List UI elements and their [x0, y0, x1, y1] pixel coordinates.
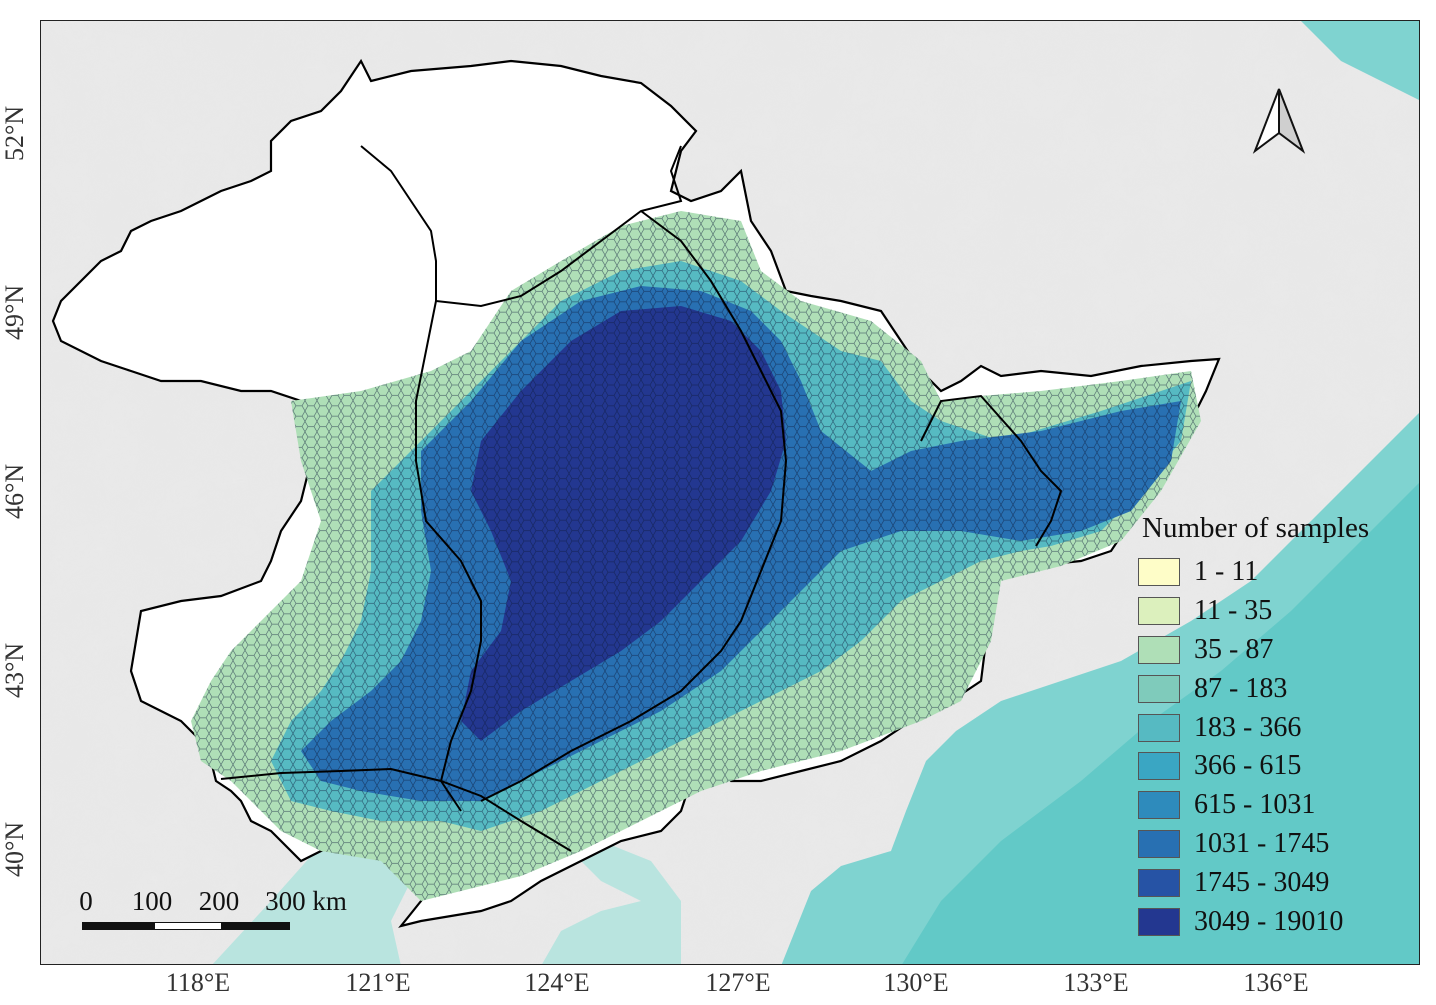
- legend-item: 11 - 35: [1138, 592, 1408, 631]
- legend-label: 1 - 11: [1194, 556, 1259, 588]
- north-arrow-icon: [1252, 88, 1306, 154]
- scale-label: 300 km: [265, 886, 347, 916]
- legend-label: 35 - 87: [1194, 633, 1274, 665]
- legend-label: 183 - 366: [1194, 711, 1302, 743]
- legend-label: 3049 - 19010: [1194, 905, 1344, 937]
- scale-label: 100: [131, 886, 173, 916]
- scale-label: 200: [198, 886, 240, 916]
- legend-title: Number of samples: [1142, 512, 1370, 544]
- sea-yellow: [542, 841, 681, 964]
- lat-tick-label: 46°N: [0, 463, 29, 519]
- scale-segment: [222, 922, 290, 930]
- scale-segment: [154, 922, 222, 930]
- legend-label: 1031 - 1745: [1194, 827, 1330, 859]
- lon-tick-label: 133°E: [1063, 968, 1129, 997]
- legend-label: 1745 - 3049: [1194, 866, 1330, 898]
- lat-tick-label: 52°N: [0, 105, 29, 161]
- lon-tick-label: 136°E: [1243, 968, 1309, 997]
- map-frame: [40, 20, 1420, 965]
- legend-item: 183 - 366: [1138, 708, 1408, 747]
- legend-item: 35 - 87: [1138, 631, 1408, 670]
- lon-tick-label: 127°E: [705, 968, 771, 997]
- legend-swatch: [1138, 597, 1180, 626]
- legend-item: 1745 - 3049: [1138, 863, 1408, 902]
- internal-boundaries: [220, 145, 1063, 852]
- legend-item: 1031 - 1745: [1138, 825, 1408, 864]
- scale-segment: [82, 922, 154, 930]
- legend-label: 11 - 35: [1194, 595, 1273, 627]
- legend-rows: 1 - 11 11 - 35 35 - 87 87 - 183 183 - 366 366…: [1138, 553, 1408, 941]
- scale-label: 0: [79, 886, 93, 916]
- lat-tick-label: 40°N: [0, 821, 29, 877]
- legend-label: 366 - 615: [1194, 750, 1302, 782]
- lon-tick-label: 118°E: [165, 968, 231, 997]
- legend-item: 87 - 183: [1138, 669, 1408, 708]
- legend-swatch: [1138, 674, 1180, 703]
- legend-swatch: [1138, 791, 1180, 820]
- legend: Number of samples 1 - 11 11 - 35 35 - 87 87…: [1138, 512, 1408, 941]
- lat-tick-label: 49°N: [0, 284, 29, 340]
- legend-swatch: [1138, 635, 1180, 664]
- sea-northeast: [1301, 21, 1419, 100]
- legend-label: 87 - 183: [1194, 672, 1288, 704]
- legend-swatch: [1138, 752, 1180, 781]
- legend-item: 615 - 1031: [1138, 786, 1408, 825]
- lon-tick-label: 121°E: [345, 968, 411, 997]
- legend-swatch: [1138, 713, 1180, 742]
- lon-tick-label: 124°E: [524, 968, 590, 997]
- map-canvas: [41, 21, 1419, 964]
- legend-item: 366 - 615: [1138, 747, 1408, 786]
- lon-tick-label: 130°E: [883, 968, 949, 997]
- legend-swatch: [1138, 558, 1180, 587]
- legend-swatch: [1138, 829, 1180, 858]
- legend-swatch: [1138, 868, 1180, 897]
- legend-label: 615 - 1031: [1194, 789, 1316, 821]
- legend-swatch: [1138, 907, 1180, 936]
- legend-item: 1 - 11: [1138, 553, 1408, 592]
- lat-tick-label: 43°N: [0, 642, 29, 698]
- legend-item: 3049 - 19010: [1138, 902, 1408, 941]
- scale-bar: 0 100 200 300 km: [78, 886, 378, 936]
